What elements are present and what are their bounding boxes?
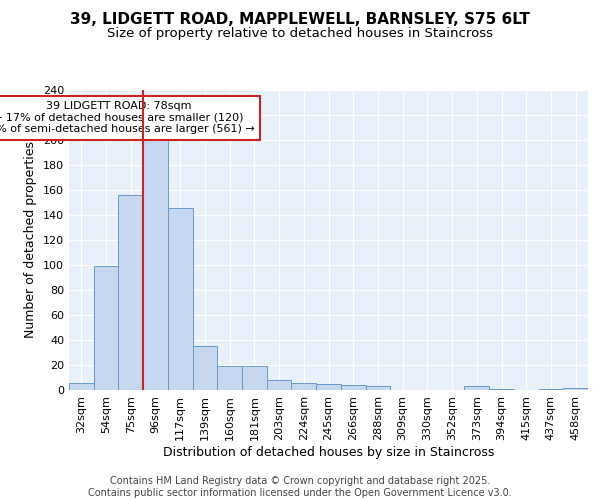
Bar [242, 366, 267, 390]
Bar [193, 346, 217, 390]
Bar [143, 140, 168, 390]
Text: 39, LIDGETT ROAD, MAPPLEWELL, BARNSLEY, S75 6LT: 39, LIDGETT ROAD, MAPPLEWELL, BARNSLEY, … [70, 12, 530, 28]
Bar [316, 384, 341, 390]
Bar [267, 380, 292, 390]
Text: 39 LIDGETT ROAD: 78sqm
← 17% of detached houses are smaller (120)
80% of semi-de: 39 LIDGETT ROAD: 78sqm ← 17% of detached… [0, 101, 255, 134]
Text: Contains public sector information licensed under the Open Government Licence v3: Contains public sector information licen… [88, 488, 512, 498]
Bar [563, 388, 588, 390]
Bar [217, 366, 242, 390]
Bar [292, 382, 316, 390]
Bar [539, 389, 563, 390]
Bar [94, 266, 118, 390]
X-axis label: Distribution of detached houses by size in Staincross: Distribution of detached houses by size … [163, 446, 494, 458]
Text: Size of property relative to detached houses in Staincross: Size of property relative to detached ho… [107, 28, 493, 40]
Bar [341, 385, 365, 390]
Bar [168, 208, 193, 390]
Bar [69, 382, 94, 390]
Bar [464, 386, 489, 390]
Bar [489, 389, 514, 390]
Bar [118, 195, 143, 390]
Bar [365, 386, 390, 390]
Text: Contains HM Land Registry data © Crown copyright and database right 2025.: Contains HM Land Registry data © Crown c… [110, 476, 490, 486]
Y-axis label: Number of detached properties: Number of detached properties [25, 142, 37, 338]
